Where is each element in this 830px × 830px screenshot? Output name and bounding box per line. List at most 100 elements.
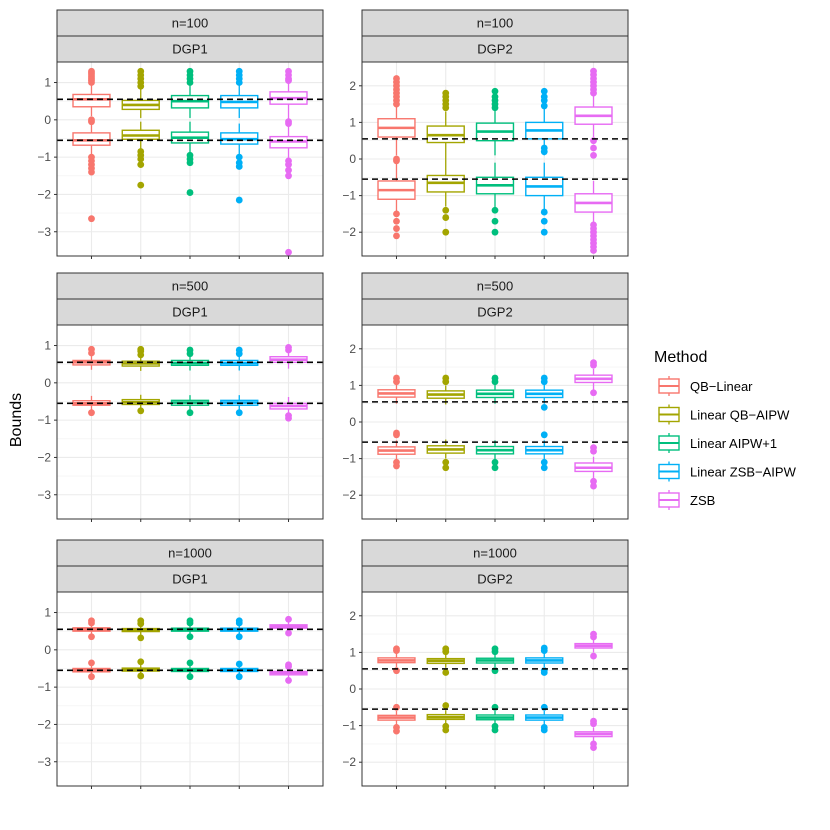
outlier-point: [393, 462, 400, 470]
outlier-point: [285, 248, 292, 256]
boxplot-upper-bound: [426, 645, 465, 676]
outlier-point: [393, 645, 400, 653]
box-iqr: [72, 93, 111, 108]
outlier-point: [393, 431, 400, 439]
y-tick-label: −3: [37, 225, 51, 239]
outlier-point: [540, 464, 548, 472]
strip-background: [56, 565, 324, 593]
outlier-point: [137, 658, 145, 666]
outlier-point: [235, 673, 243, 681]
outlier-point: [590, 630, 597, 638]
outlier-point: [137, 67, 145, 75]
strip-dgp: DGP2: [477, 572, 512, 587]
outlier-point: [491, 87, 499, 95]
outlier-point: [88, 409, 95, 417]
outlier-point: [137, 407, 145, 415]
outlier-point: [88, 633, 95, 641]
outlier-point: [590, 477, 597, 485]
boxplot-upper-bound: [377, 75, 416, 156]
strip-background: [361, 539, 629, 567]
outlier-point: [442, 464, 450, 472]
y-tick-label: −1: [37, 150, 51, 164]
outlier-point: [393, 210, 400, 218]
y-tick-label: 0: [349, 682, 356, 696]
outlier-point: [285, 172, 292, 180]
outlier-point: [540, 102, 548, 110]
boxplot-upper-bound: [121, 345, 160, 371]
boxplot-upper-bound: [574, 67, 613, 159]
outlier-point: [186, 659, 194, 667]
outlier-point: [88, 116, 95, 124]
outlier-point: [442, 206, 450, 214]
strip-sample-size: n=1000: [168, 546, 212, 561]
boxplot-upper-bound: [525, 87, 564, 156]
boxplot-upper-bound: [377, 374, 416, 404]
y-tick-label: 1: [44, 339, 51, 353]
strip-background: [56, 35, 324, 63]
strip-dgp: DGP2: [477, 305, 512, 320]
outlier-point: [540, 228, 548, 236]
outlier-point: [393, 217, 400, 225]
y-tick-label: 1: [44, 606, 51, 620]
outlier-point: [491, 217, 499, 225]
y-tick-label: −2: [342, 225, 356, 239]
outlier-point: [285, 161, 292, 168]
strip-dgp: DGP1: [172, 305, 207, 320]
outlier-point: [285, 661, 292, 669]
outlier-point: [137, 634, 145, 642]
outlier-point: [88, 673, 95, 681]
outlier-point: [88, 168, 95, 176]
y-tick-label: 1: [349, 378, 356, 392]
outlier-point: [442, 726, 450, 734]
outlier-point: [393, 727, 400, 735]
boxplot-lower-bound: [377, 155, 416, 240]
outlier-point: [540, 144, 548, 152]
boxplot-lower-bound: [574, 717, 613, 751]
outlier-point: [442, 702, 450, 709]
boxplot-lower-bound: [475, 162, 515, 236]
outlier-point: [235, 163, 243, 170]
outlier-point: [540, 644, 548, 652]
boxplot-lower-bound: [475, 703, 515, 734]
outlier-point: [88, 67, 95, 75]
strip-background: [361, 9, 629, 37]
panel-grid: n=100 DGP1 1 0 −1 −2 −3 n=100 DGP2 2 1 0 −1 −2 n=500 DG…: [37, 9, 629, 789]
y-axis-label: Bounds: [8, 393, 25, 447]
y-tick-label: −3: [37, 488, 51, 502]
strip-sample-size: n=1000: [473, 546, 517, 561]
outlier-point: [235, 409, 243, 417]
outlier-point: [235, 196, 243, 204]
boxplot-upper-bound: [269, 343, 308, 369]
y-tick-label: 0: [349, 152, 356, 166]
boxplot-lower-bound: [269, 121, 308, 256]
outlier-point: [235, 153, 243, 161]
y-tick-label: 1: [349, 645, 356, 659]
outlier-point: [186, 409, 194, 417]
legend-title: Method: [654, 349, 707, 366]
y-tick-label: −2: [342, 488, 356, 502]
outlier-point: [235, 346, 243, 354]
outlier-point: [590, 247, 597, 254]
facet-panel: n=1000 DGP2 2 1 0 −1 −2: [342, 539, 629, 789]
y-tick-label: 0: [44, 376, 51, 390]
facet-panel: n=1000 DGP1 1 0 −1 −2 −3: [37, 539, 324, 789]
outlier-point: [235, 617, 243, 625]
outlier-point: [186, 633, 194, 641]
strip-background: [361, 272, 629, 300]
legend-item: QB−Linear: [658, 376, 753, 396]
outlier-point: [285, 67, 292, 75]
outlier-point: [137, 161, 145, 168]
outlier-point: [442, 214, 450, 221]
outlier-point: [235, 67, 243, 75]
boxplot-lower-bound: [269, 661, 308, 684]
y-tick-label: −1: [342, 189, 356, 203]
boxplot-lower-bound: [121, 394, 160, 415]
outlier-point: [491, 458, 499, 466]
outlier-point: [393, 155, 400, 163]
legend-item: Linear QB−AIPW: [658, 404, 790, 425]
outlier-point: [442, 89, 450, 97]
legend-label: QB−Linear: [690, 379, 753, 394]
outlier-point: [590, 144, 597, 152]
outlier-point: [540, 208, 548, 216]
facet-panel: n=100 DGP2 2 1 0 −1 −2: [342, 9, 629, 259]
